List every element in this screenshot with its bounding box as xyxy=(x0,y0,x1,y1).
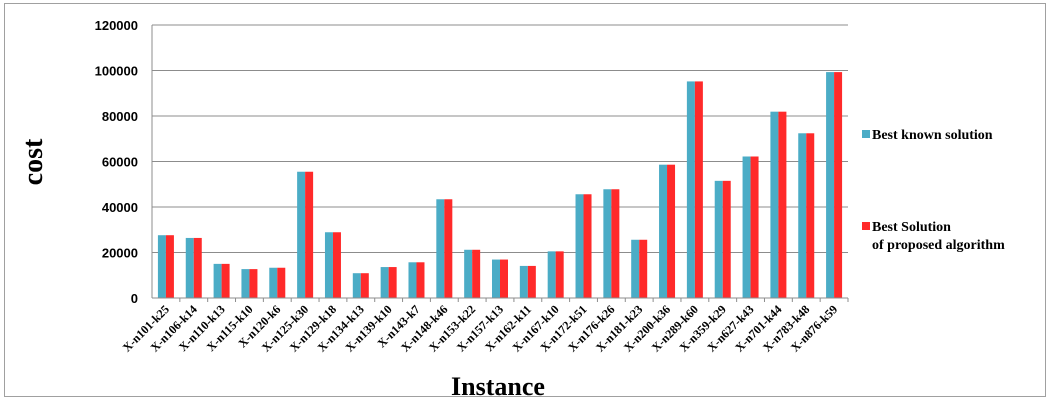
bar-best-known xyxy=(826,72,835,298)
bar-best-known xyxy=(603,189,612,298)
bar-best-known xyxy=(324,232,333,298)
bar-best-known xyxy=(269,267,278,298)
bar-best-known xyxy=(575,194,584,298)
bar-best-known xyxy=(742,156,751,298)
y-tick-label: 60000 xyxy=(102,155,138,170)
bar-proposed xyxy=(249,269,258,298)
bar-proposed xyxy=(667,164,676,298)
y-tick-label: 120000 xyxy=(95,18,138,33)
bar-proposed xyxy=(305,171,314,298)
bars xyxy=(157,72,843,299)
legend-label-proposed: Best Solution of proposed algorithm xyxy=(872,219,1005,255)
bar-best-known xyxy=(185,237,194,298)
y-tick-label: 80000 xyxy=(102,109,138,124)
bar-best-known xyxy=(770,111,779,299)
legend-item-best-known: Best known solution xyxy=(862,127,993,145)
bar-proposed xyxy=(834,72,843,298)
bar-proposed xyxy=(221,263,230,298)
y-tick-label: 100000 xyxy=(95,64,138,79)
legend-label-proposed-line1: Best Solution xyxy=(872,220,951,235)
bar-proposed xyxy=(472,249,481,298)
bar-proposed xyxy=(778,111,787,299)
bar-proposed xyxy=(611,189,620,298)
bar-proposed xyxy=(193,237,202,298)
bar-proposed xyxy=(806,133,815,298)
legend-label-proposed-line2: of proposed algorithm xyxy=(872,238,1005,253)
bar-proposed xyxy=(416,262,425,298)
bar-proposed xyxy=(583,194,592,298)
bar-proposed xyxy=(165,235,174,298)
bar-best-known xyxy=(408,262,417,298)
bar-best-known xyxy=(157,235,166,298)
bar-best-known xyxy=(659,164,668,298)
bar-proposed xyxy=(555,251,564,298)
bar-proposed xyxy=(444,199,453,298)
axes: 020000400006000080000100000120000X-n101-… xyxy=(95,18,849,355)
legend-swatch-proposed xyxy=(862,222,870,230)
x-axis-title: Instance xyxy=(451,372,545,401)
y-tick-label: 20000 xyxy=(102,246,138,261)
bar-best-known xyxy=(798,133,807,298)
bar-proposed xyxy=(527,265,536,298)
legend-label-best-known: Best known solution xyxy=(872,128,993,143)
y-tick-label: 40000 xyxy=(102,200,138,215)
bar-proposed xyxy=(360,273,369,298)
bar-proposed xyxy=(750,156,759,298)
bar-best-known xyxy=(519,265,528,298)
bar-best-known xyxy=(213,263,222,298)
bar-best-known xyxy=(297,171,306,298)
bar-best-known xyxy=(714,180,723,298)
bar-proposed xyxy=(500,259,508,298)
bar-proposed xyxy=(722,180,731,298)
bar-best-known xyxy=(464,249,473,298)
bar-best-known xyxy=(492,259,500,298)
legend-item-proposed: Best Solution of proposed algorithm xyxy=(862,219,1005,255)
bar-best-known xyxy=(352,273,361,298)
bar-proposed xyxy=(388,267,397,298)
bar-best-known xyxy=(547,251,556,298)
bar-best-known xyxy=(436,199,445,298)
chart-frame xyxy=(4,3,1046,397)
bar-proposed xyxy=(639,239,648,298)
legend-swatch-best-known xyxy=(862,130,870,138)
y-axis-title: cost xyxy=(18,138,49,185)
bar-proposed xyxy=(332,232,341,298)
bar-proposed xyxy=(277,267,286,298)
bar-best-known xyxy=(241,269,250,298)
bar-proposed xyxy=(694,81,703,298)
bar-best-known xyxy=(631,239,640,298)
bar-best-known xyxy=(686,81,695,298)
y-tick-label: 0 xyxy=(131,291,138,306)
bar-best-known xyxy=(380,267,389,298)
